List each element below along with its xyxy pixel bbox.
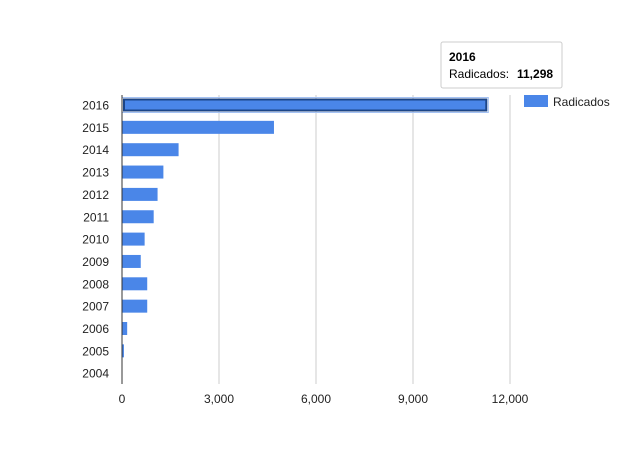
bars-layer	[121, 97, 489, 358]
y-tick-label-2016: 2016	[82, 99, 109, 113]
y-tick-label-2011: 2011	[83, 210, 109, 224]
labels-layer: 0 3,000 6,000 9,000 12,000 2016 2015 2014 2013 20…	[82, 99, 528, 407]
x-tick-label-0: 0	[119, 392, 126, 406]
tooltip-value: 11,298	[517, 67, 553, 81]
y-tick-label-2012: 2012	[82, 188, 109, 202]
tooltip: 2016 Radicados: 11,298	[440, 41, 563, 89]
bar-2008[interactable]	[122, 277, 148, 291]
y-tick-label-2007: 2007	[82, 300, 109, 314]
bar-2016[interactable]	[123, 98, 488, 112]
tooltip-title: 2016	[449, 50, 476, 64]
bar-2012[interactable]	[122, 187, 158, 201]
y-tick-label-2015: 2015	[82, 121, 109, 135]
x-tick-label-9-000: 9,000	[398, 392, 428, 406]
x-tick-label-12-000: 12,000	[492, 392, 529, 406]
bar-2013[interactable]	[122, 165, 164, 179]
grid-layer	[218, 95, 511, 384]
legend-label-radicados: Radicados	[553, 95, 610, 109]
bar-2011[interactable]	[122, 210, 154, 224]
bar-2014[interactable]	[122, 143, 179, 157]
y-tick-label-2010: 2010	[82, 233, 109, 247]
bar-2010[interactable]	[122, 232, 145, 246]
y-tick-label-2008: 2008	[82, 277, 109, 291]
legend: Radicados	[524, 95, 610, 109]
bar-2015[interactable]	[122, 120, 274, 134]
x-tick-label-3-000: 3,000	[204, 392, 234, 406]
x-tick-label-6-000: 6,000	[301, 392, 331, 406]
y-tick-label-2009: 2009	[82, 255, 109, 269]
bar-2007[interactable]	[122, 299, 148, 313]
legend-swatch-radicados	[524, 95, 548, 107]
tooltip-box	[440, 41, 563, 89]
y-tick-label-2005: 2005	[82, 344, 109, 358]
y-tick-label-2013: 2013	[82, 166, 109, 180]
tooltip-label: Radicados:	[449, 67, 509, 81]
y-tick-label-2014: 2014	[82, 143, 109, 157]
y-tick-label-2006: 2006	[82, 322, 109, 336]
bar-2009[interactable]	[122, 254, 141, 268]
y-tick-label-2004: 2004	[82, 367, 109, 381]
bar-2005[interactable]	[122, 344, 124, 358]
bar-2006[interactable]	[122, 322, 128, 335]
